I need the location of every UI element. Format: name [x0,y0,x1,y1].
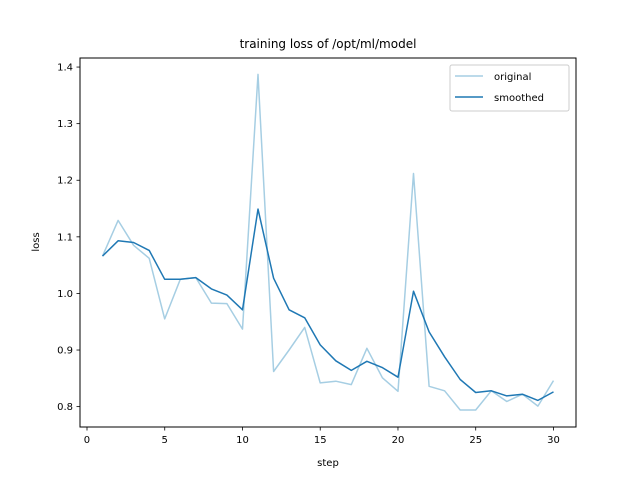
y-tick-label: 1.1 [57,232,73,243]
y-tick-label: 1.0 [57,289,73,300]
legend-label-smoothed: smoothed [494,93,544,104]
plot-lines [101,73,555,411]
x-tick-label: 20 [392,435,405,446]
y-axis-label: loss [31,232,42,251]
y-axis-ticks: 0.8 0.9 1.0 1.1 1.2 1.3 1.4 [57,63,80,413]
x-tick-label: 25 [469,435,482,446]
x-tick-label: 5 [162,435,168,446]
y-tick-label: 0.9 [57,346,73,357]
chart-title: training loss of /opt/ml/model [240,37,417,51]
x-axis-ticks: 0 5 10 15 20 25 30 [84,427,560,446]
legend: original smoothed [449,64,570,112]
y-tick-label: 1.2 [57,176,73,187]
y-tick-label: 0.8 [57,402,73,413]
x-tick-label: 30 [547,435,560,446]
axes-frame [79,57,577,428]
series-line-original [101,73,555,411]
y-tick-label: 1.4 [57,63,73,74]
x-tick-label: 10 [236,435,249,446]
series-line-smoothed [101,208,554,402]
x-axis-label: step [317,458,339,469]
legend-label-original: original [494,72,531,83]
y-tick-label: 1.3 [57,119,73,130]
x-tick-label: 15 [314,435,327,446]
x-tick-label: 0 [84,435,90,446]
